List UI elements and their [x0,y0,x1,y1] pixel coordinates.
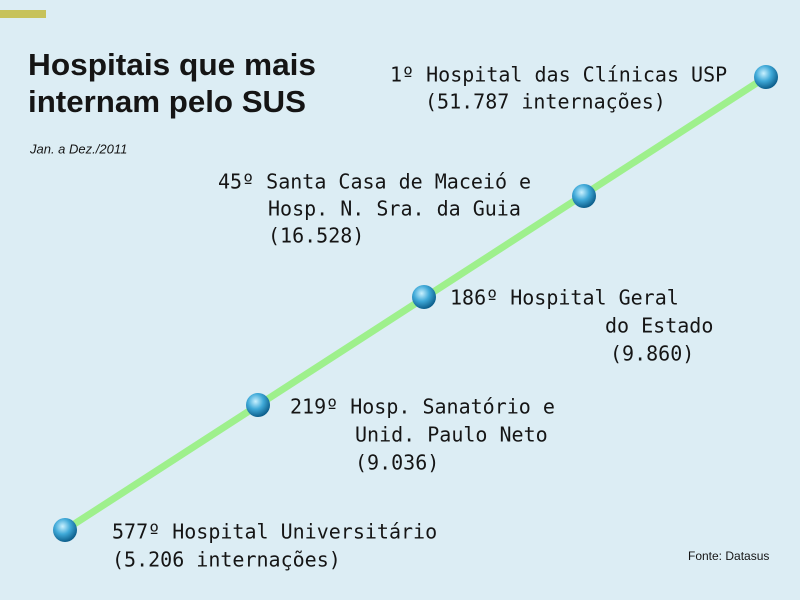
node [53,518,77,542]
item-label: 219º Hosp. Sanatório e [290,395,555,419]
source: Fonte: Datasus [688,549,769,563]
item-label: (9.036) [355,451,439,475]
item-label: (51.787 internações) [425,90,666,114]
item-label: (5.206 internações) [112,548,341,572]
node [246,393,270,417]
item-label: (16.528) [268,224,364,248]
item-label: (9.860) [610,342,694,366]
subtitle: Jan. a Dez./2011 [29,141,127,156]
node [412,285,436,309]
node [754,65,778,89]
item-label: 577º Hospital Universitário [112,520,437,544]
item-label: Hosp. N. Sra. da Guia [268,197,521,221]
item-label: 45º Santa Casa de Maceió e [218,170,531,194]
item-label: 1º Hospital das Clínicas USP [390,63,727,87]
title-line: Hospitais que mais [28,47,316,82]
title-line: internam pelo SUS [28,84,306,119]
item-label: Unid. Paulo Neto [355,423,548,447]
accent-bar [0,10,46,18]
item-label: do Estado [605,314,713,338]
item-label: 186º Hospital Geral [450,286,679,310]
node [572,184,596,208]
